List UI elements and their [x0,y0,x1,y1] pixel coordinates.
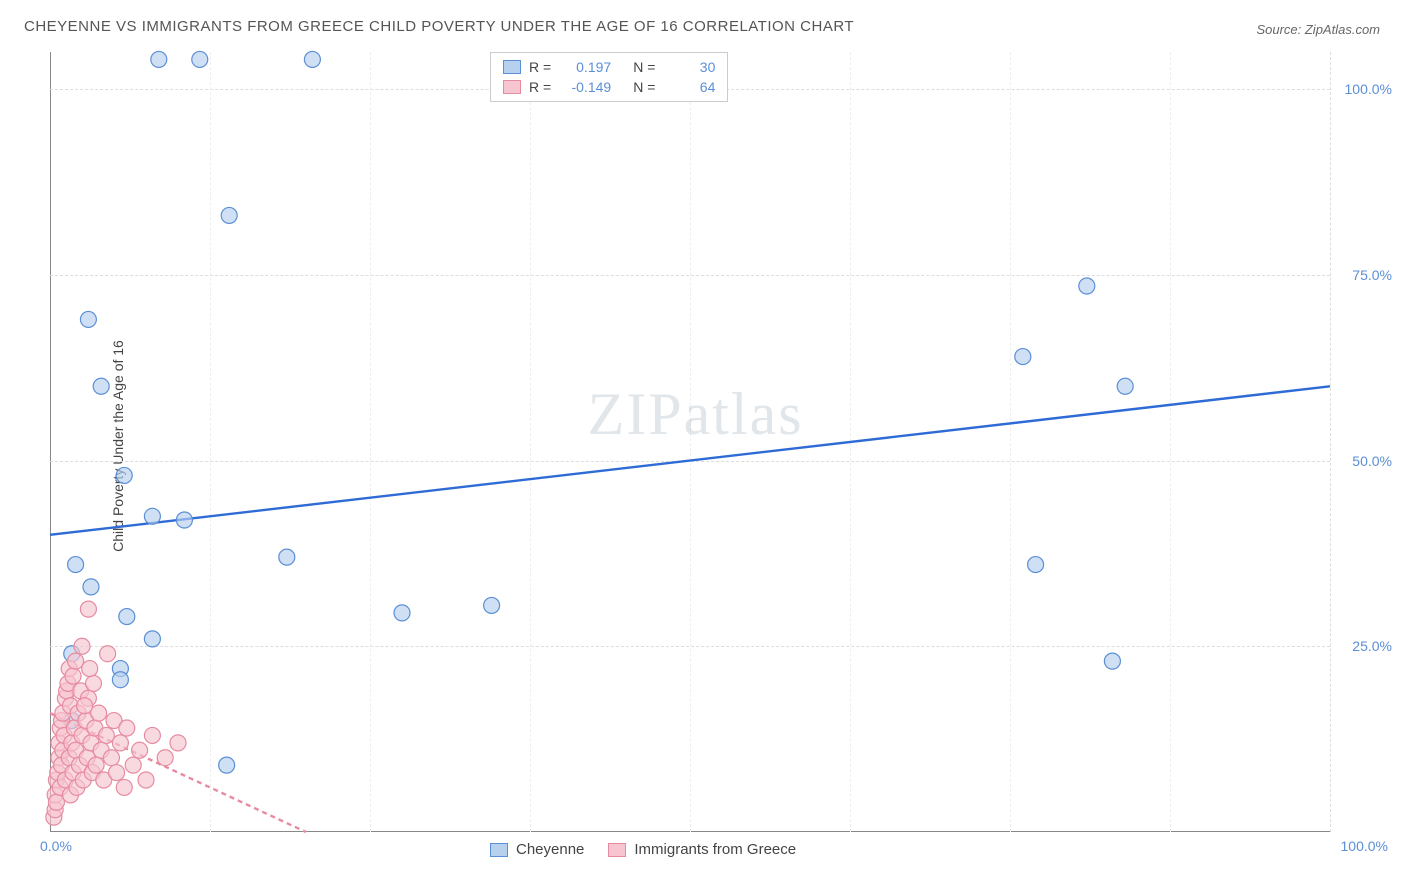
r-label: R = [529,59,551,75]
legend-series-item: Immigrants from Greece [608,841,796,858]
x-tick-max: 100.0% [1341,838,1388,854]
data-point [68,653,84,669]
data-point [1015,349,1031,365]
data-point [74,638,90,654]
data-point [221,207,237,223]
data-point [86,675,102,691]
data-point [1104,653,1120,669]
data-point [484,597,500,613]
data-point [103,750,119,766]
data-point [93,378,109,394]
n-value: 30 [665,59,715,75]
data-point [68,557,84,573]
legend-series-label: Cheyenne [516,841,584,858]
data-point [144,508,160,524]
n-label: N = [633,79,655,95]
legend-swatch [608,843,626,857]
x-tick-min: 0.0% [40,838,72,854]
data-point [176,512,192,528]
data-point [138,772,154,788]
data-point [125,757,141,773]
data-point [112,735,128,751]
chart-title: CHEYENNE VS IMMIGRANTS FROM GREECE CHILD… [24,18,854,35]
legend-swatch [490,843,508,857]
data-point [80,311,96,327]
data-point [88,757,104,773]
data-point [100,646,116,662]
data-point [151,51,167,67]
data-point [144,727,160,743]
data-point [119,720,135,736]
trend-line [50,386,1330,535]
data-point [65,668,81,684]
r-value: 0.197 [561,59,611,75]
data-point [144,631,160,647]
data-point [82,661,98,677]
r-value: -0.149 [561,79,611,95]
scatter-plot [50,52,1330,832]
y-tick-label: 100.0% [1345,81,1392,97]
data-point [192,51,208,67]
plot-area: 25.0%50.0%75.0%100.0% ZIPatlas R =0.197N… [50,52,1330,832]
data-point [1028,557,1044,573]
data-point [1117,378,1133,394]
data-point [77,698,93,714]
legend-stat-row: R = 0.197 N = 30 [491,57,727,77]
data-point [112,672,128,688]
data-point [91,705,107,721]
legend-series-item: Cheyenne [490,841,584,858]
data-point [109,765,125,781]
source-attribution: Source: ZipAtlas.com [1256,22,1380,37]
data-point [170,735,186,751]
data-point [116,779,132,795]
y-tick-label: 25.0% [1352,638,1392,654]
data-point [279,549,295,565]
legend-swatch [503,60,521,74]
legend-swatch [503,80,521,94]
data-point [1079,278,1095,294]
data-point [80,601,96,617]
y-tick-label: 50.0% [1352,453,1392,469]
data-point [48,794,64,810]
series-legend: Cheyenne Immigrants from Greece [490,841,796,858]
data-point [83,579,99,595]
n-value: 64 [665,79,715,95]
data-point [98,727,114,743]
data-point [219,757,235,773]
r-label: R = [529,79,551,95]
correlation-legend: R = 0.197 N = 30 R = -0.149 N = 64 [490,52,728,102]
legend-series-label: Immigrants from Greece [634,841,796,858]
data-point [132,742,148,758]
n-label: N = [633,59,655,75]
data-point [304,51,320,67]
data-point [394,605,410,621]
legend-stat-row: R = -0.149 N = 64 [491,77,727,97]
y-tick-label: 75.0% [1352,267,1392,283]
data-point [116,467,132,483]
data-point [157,750,173,766]
data-point [119,609,135,625]
